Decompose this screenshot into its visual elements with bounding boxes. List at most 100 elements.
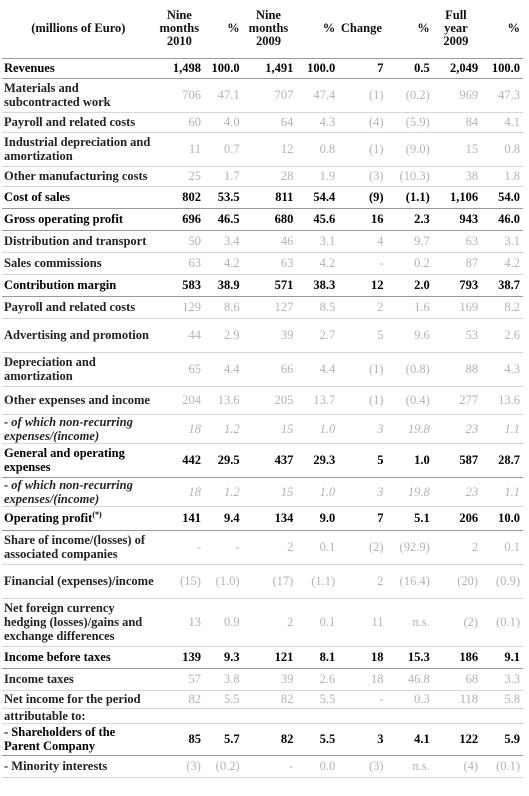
- table-cell: 65: [156, 352, 204, 387]
- table-cell: (16.4): [386, 564, 433, 599]
- row-label: Revenues: [2, 57, 157, 79]
- table-row: Net foreign currency hedging (losses)/ga…: [2, 598, 523, 647]
- table-cell: 680: [242, 207, 297, 231]
- row-label: Operating profit(*): [2, 505, 157, 531]
- table-cell: 811: [242, 185, 297, 209]
- table-cell: 0.0: [296, 755, 339, 778]
- table-cell: 82: [242, 723, 297, 756]
- table-row: Cost of sales 802 53.5 811 54.4 (9) (1.1) 1,106…: [2, 185, 523, 209]
- table-cell: (9): [338, 185, 387, 209]
- table-row: Gross operating profit 696 46.5 680 45.6 16 2.…: [2, 207, 523, 231]
- table-cell: 4.0: [203, 112, 243, 133]
- table-cell: (92.9): [386, 530, 433, 565]
- table-cell: 28: [242, 166, 297, 187]
- table-cell: [296, 708, 339, 724]
- table-cell: 45.6: [296, 207, 339, 231]
- row-label-text: - of which non-recurring expenses/(incom…: [4, 414, 133, 443]
- table-cell: 47.3: [481, 78, 523, 113]
- table-cell: 2.3: [386, 207, 433, 231]
- table-cell: 18: [156, 477, 204, 507]
- table-cell: 0.1: [481, 530, 523, 565]
- table-cell: 54.0: [481, 185, 523, 209]
- table-cell: 587: [432, 442, 482, 478]
- table-cell: 4: [338, 230, 387, 253]
- table-cell: 4.4: [296, 352, 339, 387]
- header-full-year-2009: Full year 2009: [432, 0, 482, 59]
- table-cell: 5.5: [296, 723, 339, 756]
- table-cell: 583: [156, 273, 204, 297]
- row-label-text: Financial (expenses)/income: [4, 574, 154, 588]
- table-cell: 2.9: [203, 318, 243, 353]
- table-cell: 0.2: [386, 252, 433, 275]
- table-cell: [338, 708, 387, 724]
- table-cell: 53.5: [203, 185, 243, 209]
- table-cell: 2: [338, 564, 387, 599]
- table-row: Financial (expenses)/income (15) (1.0) (17)…: [2, 564, 523, 599]
- table-cell: 12: [338, 273, 387, 297]
- table-row: Industrial depreciation and amortization…: [2, 132, 523, 167]
- row-label-text: General and operating expenses: [4, 446, 125, 474]
- row-label: - of which non-recurring expenses/(incom…: [2, 477, 157, 507]
- row-label-text: Net foreign currency hedging (losses)/ga…: [4, 601, 143, 643]
- row-label-text: Income before taxes: [4, 650, 111, 664]
- table-cell: 23: [432, 477, 482, 507]
- table-cell: 696: [156, 207, 204, 231]
- table-row: Payroll and related costs 129 8.6 127 8.5 2 1.…: [2, 296, 523, 319]
- table-cell: 4.2: [296, 252, 339, 275]
- header-row: (millions of Euro) Nine months 2010 % Ni…: [2, 0, 523, 59]
- table-cell: 9.1: [481, 645, 523, 669]
- table-cell: 100.0: [203, 57, 243, 79]
- table-cell: [432, 708, 482, 724]
- table-cell: 2,049: [432, 57, 482, 79]
- table-cell: 5: [338, 442, 387, 478]
- table-cell: 1,106: [432, 185, 482, 209]
- table-cell: (3): [338, 166, 387, 187]
- table-row: Depreciation and amortization 65 4.4 66 4.4(…: [2, 352, 523, 387]
- table-cell: 0.7: [203, 132, 243, 167]
- row-label-text: - Shareholders of the Parent Company: [4, 725, 116, 753]
- table-cell: 47.4: [296, 78, 339, 113]
- table-cell: 0.8: [296, 132, 339, 167]
- table-cell: (0.2): [203, 755, 243, 778]
- table-cell: 1.9: [296, 166, 339, 187]
- table-cell: 10.0: [481, 505, 523, 531]
- table-cell: [203, 708, 243, 724]
- row-label: Income before taxes: [2, 645, 157, 669]
- table-cell: 4.4: [203, 352, 243, 387]
- table-cell: (20): [432, 564, 482, 599]
- table-cell: 88: [432, 352, 482, 387]
- table-cell: 1.1: [481, 414, 523, 444]
- table-cell: 3.8: [203, 668, 243, 691]
- table-cell: 18: [338, 668, 387, 691]
- table-cell: 46: [242, 230, 297, 253]
- table-cell: (3): [338, 755, 387, 778]
- table-cell: 3.1: [296, 230, 339, 253]
- row-label-text: Gross operating profit: [4, 212, 123, 226]
- table-cell: 53: [432, 318, 482, 353]
- table-cell: [242, 708, 297, 724]
- table-row: Contribution margin 583 38.9 571 38.3 12 2.0 79…: [2, 273, 523, 297]
- table-cell: 25: [156, 166, 204, 187]
- table-cell: 4.1: [481, 112, 523, 133]
- table-cell: 707: [242, 78, 297, 113]
- table-cell: 57: [156, 668, 204, 691]
- row-label-text: Revenues: [4, 61, 55, 75]
- table-cell: 205: [242, 386, 297, 415]
- row-label: Other expenses and income: [2, 386, 157, 415]
- table-cell: 9.4: [203, 505, 243, 531]
- table-cell: 1,491: [242, 57, 297, 79]
- table-row: Net income for the period 82 5.5 82 5.5-0.3 1…: [2, 690, 523, 709]
- row-label: Income taxes: [2, 668, 157, 691]
- table-row: Income before taxes 139 9.3 121 8.1 18 15.3 186…: [2, 645, 523, 669]
- table-cell: (0.4): [386, 386, 433, 415]
- table-cell: (2): [432, 598, 482, 647]
- row-label: Payroll and related costs: [2, 296, 157, 319]
- table-cell: (1.1): [296, 564, 339, 599]
- table-cell: 1.0: [296, 414, 339, 444]
- table-cell: 2.0: [386, 273, 433, 297]
- table-cell: 0.3: [386, 690, 433, 709]
- table-cell: 11: [156, 132, 204, 167]
- table-cell: (2): [338, 530, 387, 565]
- table-cell: n.s.: [386, 598, 433, 647]
- table-cell: 7: [338, 57, 387, 79]
